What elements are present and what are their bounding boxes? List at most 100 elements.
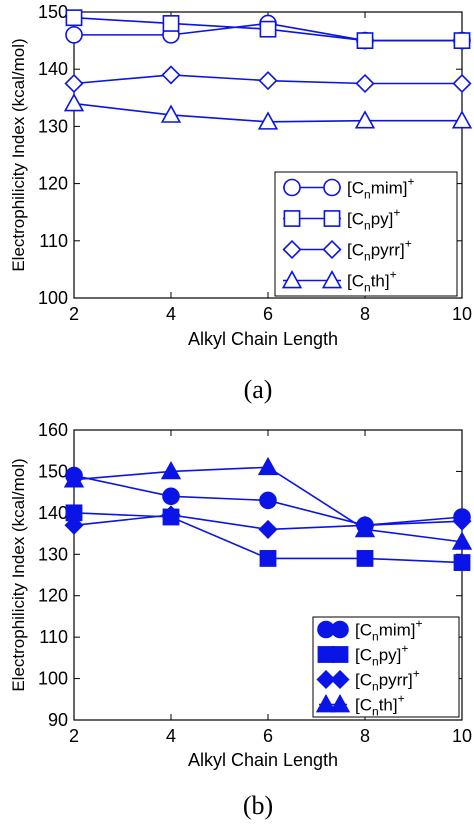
legend-label-rest: py] <box>371 210 394 229</box>
data-point-triangle <box>63 469 85 488</box>
y-tick-label: 100 <box>38 288 68 308</box>
data-point-triangle <box>63 93 85 112</box>
data-point-diamond <box>258 519 278 539</box>
legend-label-subscript: n <box>372 680 379 694</box>
legend-label-rest: pyrr] <box>379 671 413 690</box>
legend-item: [Cnmim]+ <box>317 617 423 644</box>
legend-label: [Cnmim]+ <box>355 617 423 644</box>
legend-label-base: [C <box>347 241 364 260</box>
x-tick-label: 4 <box>166 726 176 746</box>
data-point-circle <box>162 487 180 506</box>
legend-label: [Cnmim]+ <box>347 175 415 202</box>
legend-marker-triangle <box>321 270 343 289</box>
legend-label: [Cnpyrr]+ <box>347 237 412 264</box>
data-point-triangle <box>451 531 473 550</box>
data-point-circle <box>259 491 277 510</box>
y-tick-label: 150 <box>38 461 68 481</box>
legend-label: [Cnpy]+ <box>355 642 408 669</box>
legend-marker-square <box>283 210 301 227</box>
y-tick-label: 140 <box>38 59 68 79</box>
x-tick-label: 10 <box>452 304 472 324</box>
data-point-triangle <box>354 518 376 538</box>
legend-label-superscript: + <box>390 268 397 282</box>
data-point-triangle <box>160 104 182 123</box>
y-tick-label: 150 <box>38 2 68 22</box>
legend-item: [Cnpy]+ <box>283 206 400 233</box>
legend-label-superscript: + <box>393 206 400 220</box>
legend-label-rest: mim] <box>371 179 408 198</box>
legend-label-base: [C <box>355 671 372 690</box>
legend-marker-diamond <box>316 669 336 690</box>
data-point-square <box>259 550 277 567</box>
legend-marker-square <box>331 646 349 663</box>
legend-label-subscript: n <box>364 250 371 264</box>
legend-label-rest: pyrr] <box>371 241 405 260</box>
legend-item: [Cnpyrr]+ <box>282 237 412 264</box>
y-tick-label: 140 <box>38 503 68 523</box>
x-axis-label: Alkyl Chain Length <box>188 750 338 770</box>
panel-label-a: (a) <box>244 375 273 404</box>
data-point-diamond <box>64 73 84 94</box>
legend-label-superscript: + <box>401 642 408 656</box>
legend: [Cnmim]+[Cnpy]+[Cnpyrr]+[Cnth]+ <box>312 616 460 719</box>
legend: [Cnmim]+[Cnpy]+[Cnpyrr]+[Cnth]+ <box>274 171 458 297</box>
x-tick-label: 6 <box>263 726 273 746</box>
legend-label-subscript: n <box>364 188 371 202</box>
data-point-triangle <box>257 111 279 130</box>
x-tick-label: 6 <box>263 304 273 324</box>
legend-label-rest: th] <box>371 272 390 291</box>
legend-marker-diamond <box>330 669 350 690</box>
y-tick-label: 130 <box>38 544 68 564</box>
data-point-circle <box>65 26 83 44</box>
legend-label-superscript: + <box>416 617 423 631</box>
y-tick-label: 110 <box>39 231 68 251</box>
chart-panel-b: 2 4 6 8 10 90 100 110 120 130 140 150 160 Alkyl Chain… <box>9 420 473 770</box>
legend-label: [Cnpy]+ <box>347 206 400 233</box>
y-tick-label: 90 <box>48 710 68 730</box>
y-tick-label: 100 <box>38 669 68 689</box>
legend-label: [Cnth]+ <box>347 268 397 295</box>
x-tick-label: 10 <box>452 726 472 746</box>
data-point-square <box>453 32 471 49</box>
legend-label-subscript: n <box>372 655 379 669</box>
legend-label-subscript: n <box>364 281 371 295</box>
x-tick-label: 4 <box>166 304 176 324</box>
data-point-diamond <box>452 511 472 531</box>
x-tick-label: 2 <box>69 304 79 324</box>
legend-marker-diamond <box>282 239 302 260</box>
legend-marker-triangle <box>329 694 351 713</box>
legend-label-base: [C <box>355 646 372 665</box>
data-point-diamond <box>258 71 278 91</box>
data-point-triangle <box>257 456 279 476</box>
data-point-diamond <box>161 65 181 85</box>
legend-marker-square <box>317 646 335 663</box>
data-point-square <box>356 32 374 49</box>
legend-marker-diamond <box>322 239 342 260</box>
legend-label-superscript: + <box>408 175 415 189</box>
legend-label-base: [C <box>355 621 372 640</box>
legend-label-superscript: + <box>398 692 405 706</box>
legend-marker-triangle <box>315 694 337 713</box>
legend-label-rest: th] <box>379 696 398 715</box>
y-tick-label: 160 <box>38 420 68 440</box>
legend-label-subscript: n <box>364 219 371 233</box>
legend-label-base: [C <box>347 210 364 229</box>
data-point-square <box>162 15 180 32</box>
x-tick-label: 8 <box>360 726 370 746</box>
legend-label-superscript: + <box>405 237 412 251</box>
legend-label-rest: mim] <box>379 621 416 640</box>
legend-label: [Cnpyrr]+ <box>355 667 420 694</box>
legend-label-subscript: n <box>372 705 379 719</box>
y-axis-label: Electrophilicity Index (kcal/mol) <box>9 38 28 271</box>
data-point-triangle <box>451 110 473 129</box>
legend-item: [Cnpyrr]+ <box>316 667 420 694</box>
legend-label-superscript: + <box>413 667 420 681</box>
data-point-diamond <box>64 515 84 535</box>
y-tick-label: 130 <box>38 116 68 136</box>
legend-label-rest: py] <box>379 646 402 665</box>
data-point-triangle <box>354 110 376 129</box>
data-point-square <box>259 20 277 38</box>
legend-label: [Cnth]+ <box>355 692 405 719</box>
panel-label-b: (b) <box>243 791 273 820</box>
